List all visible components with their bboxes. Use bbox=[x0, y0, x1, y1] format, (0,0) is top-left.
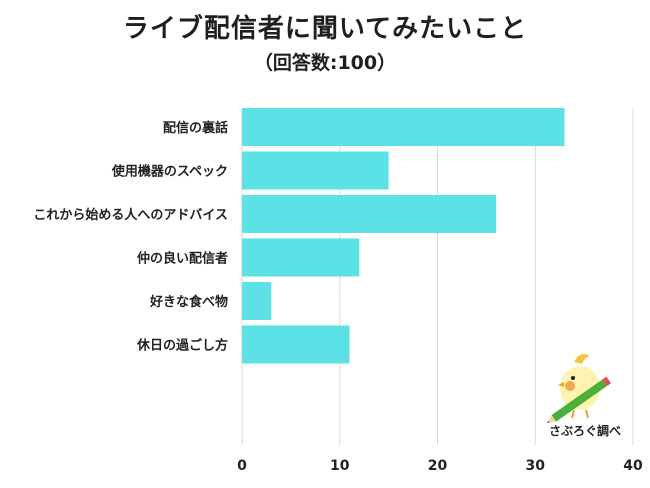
badge-label: さぶろぐ調べ bbox=[548, 424, 621, 438]
chart-title: ライブ配信者に聞いてみたいこと bbox=[122, 14, 528, 44]
category-label: 仲の良い配信者 bbox=[137, 251, 228, 267]
bar bbox=[242, 238, 360, 277]
x-tick-label: 20 bbox=[428, 458, 448, 474]
bar bbox=[242, 151, 389, 190]
category-label: これから始める人へのアドバイス bbox=[33, 207, 228, 223]
category-label: 使用機器のスペック bbox=[111, 164, 228, 180]
bar bbox=[242, 195, 497, 233]
bar bbox=[242, 108, 565, 146]
x-tick-label: 0 bbox=[237, 458, 247, 474]
bird-with-pencil-icon bbox=[547, 354, 611, 423]
chart-subtitle: （回答数:100） bbox=[253, 52, 397, 74]
category-label: 好きな食べ物 bbox=[149, 294, 228, 310]
bar bbox=[242, 325, 350, 364]
x-tick-label: 10 bbox=[330, 458, 350, 474]
x-tick-label: 40 bbox=[623, 458, 643, 474]
bar bbox=[242, 282, 272, 320]
survey-badge: さぶろぐ調べ bbox=[540, 350, 621, 440]
category-label: 配信の裏話 bbox=[163, 120, 228, 136]
x-tick-label: 30 bbox=[526, 458, 546, 474]
category-label: 休日の過ごし方 bbox=[136, 338, 228, 354]
